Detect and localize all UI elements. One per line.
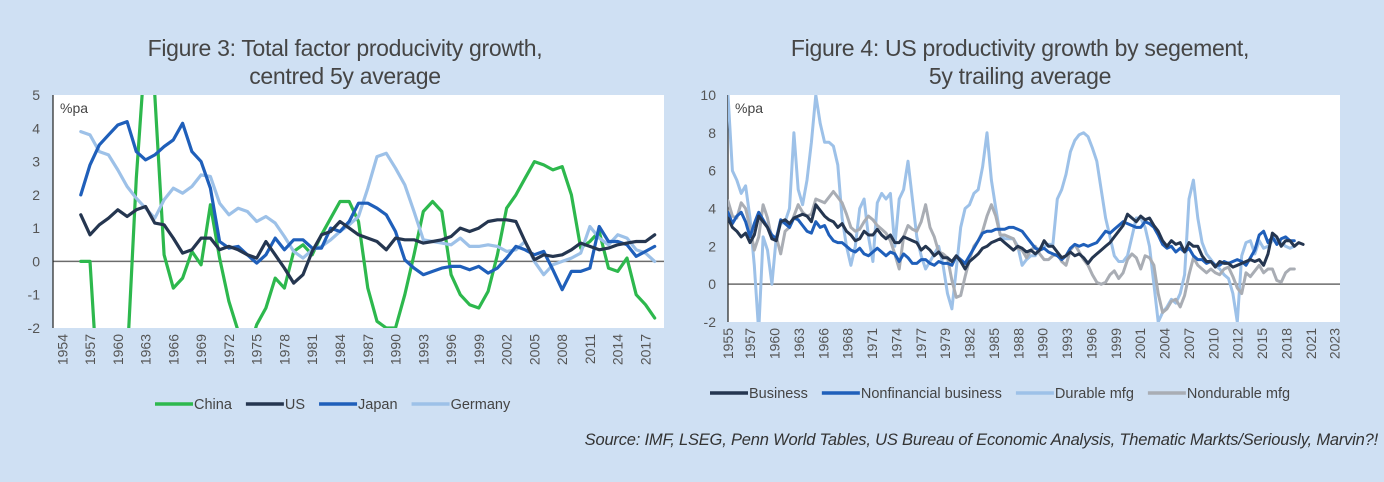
- figure-3-ytick-label: 3: [32, 154, 40, 170]
- figure-3-xtick-label: 1984: [332, 334, 348, 365]
- figure-3-xtick-label: 2011: [582, 334, 598, 364]
- figure-3-series-us: [79, 204, 657, 285]
- figure-4-ytick-label: 2: [708, 238, 716, 254]
- figure-3-legend-label: Germany: [451, 397, 511, 413]
- figure-4-xtick-label: 2012: [1229, 328, 1245, 359]
- figure-4-legend-label: Nonfinancial business: [861, 386, 1002, 402]
- figure-4-xtick-label: 1990: [1034, 328, 1050, 359]
- figure-4-legend-item: Business: [710, 386, 808, 402]
- figure-3-series-group: [79, 95, 657, 328]
- figure-3-xtick-label: 2002: [499, 334, 515, 365]
- figure-4-xtick-label: 1988: [1011, 328, 1027, 359]
- figure-3-ytick-label: -2: [28, 320, 41, 336]
- figure-3-series-japan: [79, 119, 657, 292]
- figure-3-title-line-1: Figure 3: Total factor producivity growt…: [147, 35, 543, 61]
- figure-3-legend-label: Japan: [358, 397, 398, 413]
- figure-4-legend-item: Nondurable mfg: [1147, 386, 1290, 402]
- figure-4-series-group: [728, 95, 1305, 322]
- figure-4-xtick-label: 1974: [889, 328, 905, 359]
- figure-3-legend-item: China: [155, 397, 233, 413]
- figure-4-ytick-label: 4: [708, 201, 716, 217]
- figure-4-legend-label: Business: [749, 386, 808, 402]
- figure-3-xtick-label: 1999: [471, 334, 487, 365]
- figure-3-series-china: [79, 95, 657, 328]
- figure-4-xtick-label: 2023: [1327, 328, 1343, 359]
- figure-4-title-line-1: Figure 4: US productivity growth by sege…: [790, 35, 1250, 61]
- figure-4-series-nonfinancial-business: [728, 210, 1296, 267]
- figure-3-xtick-label: 2008: [554, 334, 570, 365]
- figure-4-series-nondurable-mfg: [728, 190, 1296, 314]
- figure-4-ytick-label: 6: [708, 163, 716, 179]
- figure-3-xtick-label: 1996: [443, 334, 459, 365]
- figure-3-legend-label: China: [194, 397, 233, 413]
- figure-3-xtick-label: 1978: [276, 334, 292, 365]
- figure-3-ytick-label: 5: [32, 87, 40, 103]
- figure-4-ytick-label: 0: [708, 276, 716, 292]
- figure-3-series-germany: [79, 130, 657, 277]
- figure-3-xtick-label: 1987: [360, 334, 376, 365]
- source-note: Source: IMF, LSEG, Penn World Tables, US…: [584, 431, 1379, 449]
- figure-4-xtick-label: 2015: [1254, 328, 1270, 359]
- figure-4-legend-item: Durable mfg: [1015, 386, 1134, 402]
- figure-4-xtick-label: 1966: [816, 328, 832, 359]
- figure-3-xtick-label: 1960: [110, 334, 126, 365]
- figure-3-xtick-label: 2014: [610, 334, 626, 365]
- figure-3-legend-item: Japan: [319, 397, 398, 413]
- figure-3-xtick-label: 1990: [388, 334, 404, 365]
- figure-4-xtick-label: 1985: [986, 328, 1002, 359]
- figure-4-xtick-label: 1977: [913, 328, 929, 359]
- figure-3-legend-item: US: [245, 397, 305, 413]
- figure-3-xtick-label: 2017: [637, 334, 653, 365]
- figure-4-ytick-label: 10: [700, 87, 716, 103]
- figure-3-chart: 5 4 3 2 1 0 -1 -2 1954 1957 1960 1963 1966 1969 1972 19…: [28, 87, 664, 413]
- figure-4-xtick-label: 1960: [767, 328, 783, 359]
- figure-4-xtick-label: 2007: [1181, 328, 1197, 359]
- figure-3-ytick-label: -1: [28, 287, 41, 303]
- figure-4-unit-label: %pa: [735, 100, 763, 116]
- figure-3-xtick-label: 1972: [221, 334, 237, 365]
- figure-3-xtick-label: 1963: [138, 334, 154, 365]
- figure-4-xtick-label: 2018: [1278, 328, 1294, 359]
- figure-3-title: Figure 3: Total factor producivity growt…: [60, 34, 630, 90]
- figure-4-title: Figure 4: US productivity growth by sege…: [720, 34, 1320, 90]
- figure-4-xtick-label: 2001: [1132, 328, 1148, 359]
- figure-3-xtick-label: 1975: [249, 334, 265, 365]
- figure-3-title-line-2: centred 5y average: [249, 63, 441, 89]
- figure-3-xtick-label: 1954: [54, 334, 70, 365]
- figure-3-ytick-label: 4: [32, 120, 40, 136]
- figure-4-xtick-label: 1996: [1084, 328, 1100, 359]
- figure-3-legend-item: Germany: [411, 397, 511, 413]
- figure-3-unit-label: %pa: [60, 100, 88, 116]
- figure-4-xtick-label: 2004: [1156, 328, 1172, 359]
- figure-4-xtick-label: 1982: [961, 328, 977, 359]
- figure-4-xtick-label: 2021: [1303, 328, 1319, 359]
- figure-4-xtick-label: 1957: [742, 328, 758, 359]
- figure-4-xtick-label: 1999: [1108, 328, 1124, 359]
- figure-4-xtick-label: 1955: [720, 328, 736, 359]
- figure-4-legend-item: Nonfinancial business: [821, 386, 1002, 402]
- figure-3-legend-label: US: [285, 397, 305, 413]
- figure-3-ytick-label: 0: [32, 253, 40, 269]
- figure-4-ytick-label: -2: [704, 314, 717, 330]
- figure-3-xtick-label: 1969: [193, 334, 209, 365]
- figure-4-xtick-label: 1971: [864, 328, 880, 359]
- figure-4-xtick-label: 2010: [1206, 328, 1222, 359]
- figure-4-xtick-label: 1993: [1059, 328, 1075, 359]
- figure-3-ytick-label: 2: [32, 187, 40, 203]
- figure-3-xtick-label: 1957: [82, 334, 98, 365]
- figure-4-legend-label: Nondurable mfg: [1187, 386, 1290, 402]
- figure-3-xtick-label: 1981: [304, 334, 320, 365]
- figure-3-xtick-label: 1993: [415, 334, 431, 365]
- figure-4-title-line-2: 5y trailing average: [928, 63, 1112, 89]
- figure-4-xtick-label: 1979: [937, 328, 953, 359]
- figure-3-ytick-label: 1: [32, 220, 40, 236]
- figure-4-series-business: [728, 203, 1305, 271]
- figure-3-xtick-label: 1966: [165, 334, 181, 365]
- figure-4-xtick-label: 1968: [839, 328, 855, 359]
- figure-4-ytick-label: 8: [708, 125, 716, 141]
- figure-3-xtick-label: 2005: [526, 334, 542, 365]
- figure-4-legend-label: Durable mfg: [1055, 386, 1134, 402]
- figure-4-xtick-label: 1963: [791, 328, 807, 359]
